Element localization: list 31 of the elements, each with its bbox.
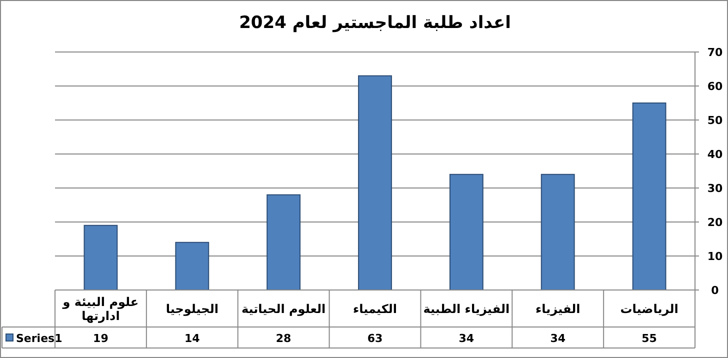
x-tick-label: الفيزياء — [534, 300, 582, 318]
data-label: 55 — [642, 332, 657, 345]
bar — [84, 224, 118, 290]
chart-title: اعداد طلبة الماجستير لعام 2024 — [239, 13, 511, 33]
data-label: 63 — [367, 332, 383, 345]
bar — [540, 174, 575, 290]
bar — [449, 174, 484, 290]
y-tick-label: 50 — [707, 114, 723, 127]
bar — [632, 102, 666, 290]
y-tick-label: 70 — [707, 46, 723, 59]
bar — [266, 194, 301, 290]
data-label: 34 — [458, 332, 474, 345]
y-tick-label: 40 — [707, 148, 723, 161]
x-tick-label: الجيلوجيا — [164, 300, 220, 318]
bar — [358, 75, 392, 290]
x-tick-label: الفيزياء الطبية — [422, 300, 511, 318]
x-tick-label: العلوم الحياتية — [240, 300, 327, 318]
data-label: 28 — [276, 332, 292, 345]
y-tick-label: 10 — [707, 250, 723, 263]
x-tick-label: الكيمياء — [352, 300, 398, 318]
x-tick-label: الرياضيات — [619, 300, 680, 318]
legend-label: Series1 — [16, 332, 62, 345]
y-tick-label: 30 — [707, 182, 723, 195]
data-label: 34 — [550, 332, 566, 345]
bar — [175, 242, 210, 290]
data-label: 14 — [184, 332, 200, 345]
y-tick-label: 60 — [707, 80, 723, 93]
data-label: 19 — [93, 332, 108, 345]
y-tick-label: 20 — [707, 216, 723, 229]
x-tick-label: علوم البيئة و ادارتها — [61, 294, 140, 325]
y-tick-label: 0 — [711, 284, 720, 297]
